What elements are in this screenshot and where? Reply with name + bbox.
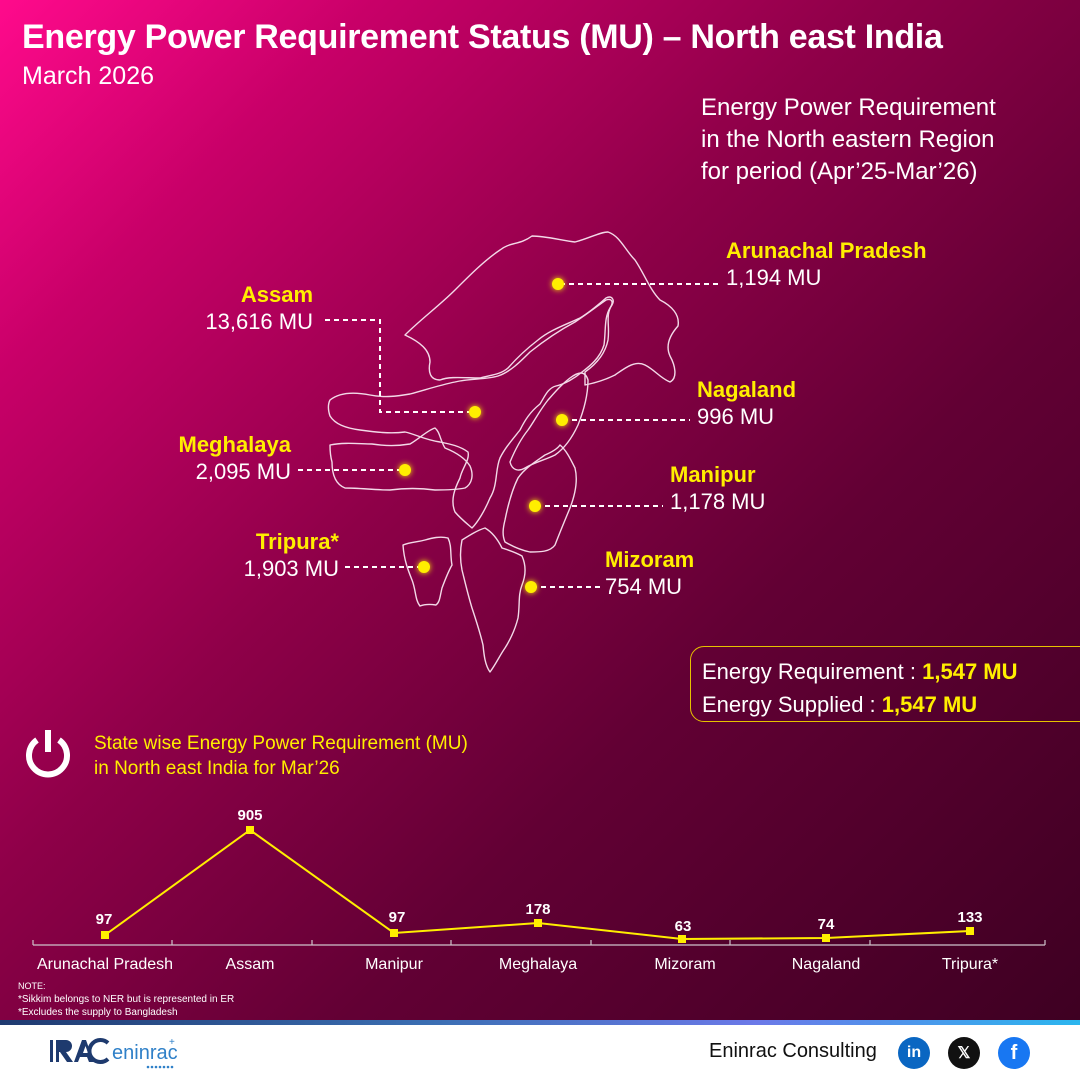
label-arunachal: Arunachal Pradesh 1,194 MU [726, 238, 927, 292]
facebook-icon[interactable]: f [998, 1037, 1030, 1069]
nagaland-outline [509, 372, 589, 471]
svg-text:+: + [169, 1037, 175, 1048]
state-value: 754 MU [605, 574, 683, 599]
supplied-value: 1,547 MU [881, 692, 978, 717]
marker-mizoram [525, 581, 537, 593]
label-mizoram: Mizoram 754 MU [605, 547, 694, 601]
x-label-arunachal: Arunachal Pradesh [36, 956, 174, 973]
svg-text:178: 178 [525, 901, 550, 918]
state-name: Meghalaya [178, 432, 292, 457]
x-label-nagaland: Nagaland [791, 956, 861, 973]
marker-nagaland [556, 414, 568, 426]
x-label-tripura: Tripura* [941, 956, 999, 973]
label-tripura: Tripura* 1,903 MU [244, 529, 339, 583]
state-value: 1,903 MU [243, 556, 339, 581]
svg-text:63: 63 [675, 918, 692, 935]
state-name: Assam [240, 282, 313, 307]
x-twitter-icon[interactable]: 𝕏 [948, 1037, 980, 1069]
period-line-1: Energy Power Requirement [701, 94, 996, 121]
state-value: 1,194 MU [726, 265, 822, 290]
svg-text:133: 133 [957, 909, 982, 926]
chart-heading-line-2: in North east India for Mar’26 [94, 758, 340, 779]
label-nagaland: Nagaland 996 MU [697, 377, 796, 431]
note-line-1: *Sikkim belongs to NER but is represente… [18, 994, 235, 1005]
arunachal-outline [404, 231, 679, 386]
requirement-row: Energy Requirement : 1,547 MU [702, 655, 1080, 688]
period-description: Energy Power Requirement in the North ea… [701, 92, 996, 188]
state-name: Nagaland [697, 377, 797, 402]
svg-text:eninrac: eninrac [112, 1042, 178, 1064]
period-line-3: for period (Apr’25-Mar’26) [701, 158, 978, 185]
label-assam: Assam 13,616 MU [205, 282, 313, 336]
svg-text:905: 905 [237, 807, 262, 824]
x-label-assam: Assam [225, 956, 275, 973]
svg-text:97: 97 [96, 911, 113, 928]
marker-manipur [529, 500, 541, 512]
meghalaya-outline [329, 427, 473, 491]
line-chart: 97 905 97 178 63 74 133 [32, 807, 1046, 946]
supplied-row: Energy Supplied : 1,547 MU [702, 688, 1080, 721]
state-value: 13,616 MU [205, 309, 313, 334]
marker-arunachal [552, 278, 564, 290]
marker-assam [469, 406, 481, 418]
eninrac-logo: eninrac + [50, 1037, 178, 1069]
footer-stripe [0, 1020, 1080, 1025]
svg-text:74: 74 [818, 916, 835, 933]
assam-outline [327, 298, 613, 529]
x-label-mizoram: Mizoram [654, 956, 716, 973]
label-meghalaya: Meghalaya 2,095 MU [179, 432, 292, 486]
power-icon [26, 730, 70, 778]
manipur-outline [502, 444, 577, 553]
totals-box: Energy Requirement : 1,547 MU Energy Sup… [690, 646, 1080, 722]
supplied-label: Energy Supplied : [702, 692, 876, 717]
note-label: NOTE: [18, 981, 46, 991]
state-value: 996 MU [697, 404, 775, 429]
mizoram-outline [459, 527, 526, 673]
marker-tripura [418, 561, 430, 573]
state-name: Tripura* [255, 529, 339, 554]
label-manipur: Manipur 1,178 MU [670, 462, 765, 516]
requirement-value: 1,547 MU [922, 659, 1018, 684]
marker-meghalaya [399, 464, 411, 476]
chart-heading: State wise Energy Power Requirement (MU)… [94, 731, 468, 781]
period-line-2: in the North eastern Region [701, 126, 995, 153]
x-label-manipur: Manipur [365, 956, 423, 973]
x-axis-ticks [32, 940, 1046, 945]
chart-heading-line-1: State wise Energy Power Requirement (MU) [94, 733, 468, 754]
data-labels: 97 905 97 178 63 74 133 [96, 807, 983, 935]
requirement-label: Energy Requirement : [702, 659, 916, 684]
northeast-india-map [327, 231, 679, 673]
state-name: Manipur [670, 462, 756, 487]
page-subtitle: March 2026 [22, 62, 155, 90]
linkedin-icon[interactable]: in [898, 1037, 930, 1069]
page-title: Energy Power Requirement Status (MU) – N… [22, 18, 943, 56]
data-points [101, 826, 974, 943]
state-value: 2,095 MU [195, 459, 291, 484]
state-value: 1,178 MU [670, 489, 766, 514]
svg-text:97: 97 [389, 909, 406, 926]
state-name: Mizoram [605, 547, 695, 572]
state-name: Arunachal Pradesh [726, 238, 927, 263]
background [0, 0, 1080, 1022]
company-name: Eninrac Consulting [709, 1040, 877, 1062]
tripura-outline [402, 536, 453, 607]
note-line-2: *Excludes the supply to Bangladesh [18, 1007, 178, 1018]
x-label-meghalaya: Meghalaya [498, 956, 578, 973]
